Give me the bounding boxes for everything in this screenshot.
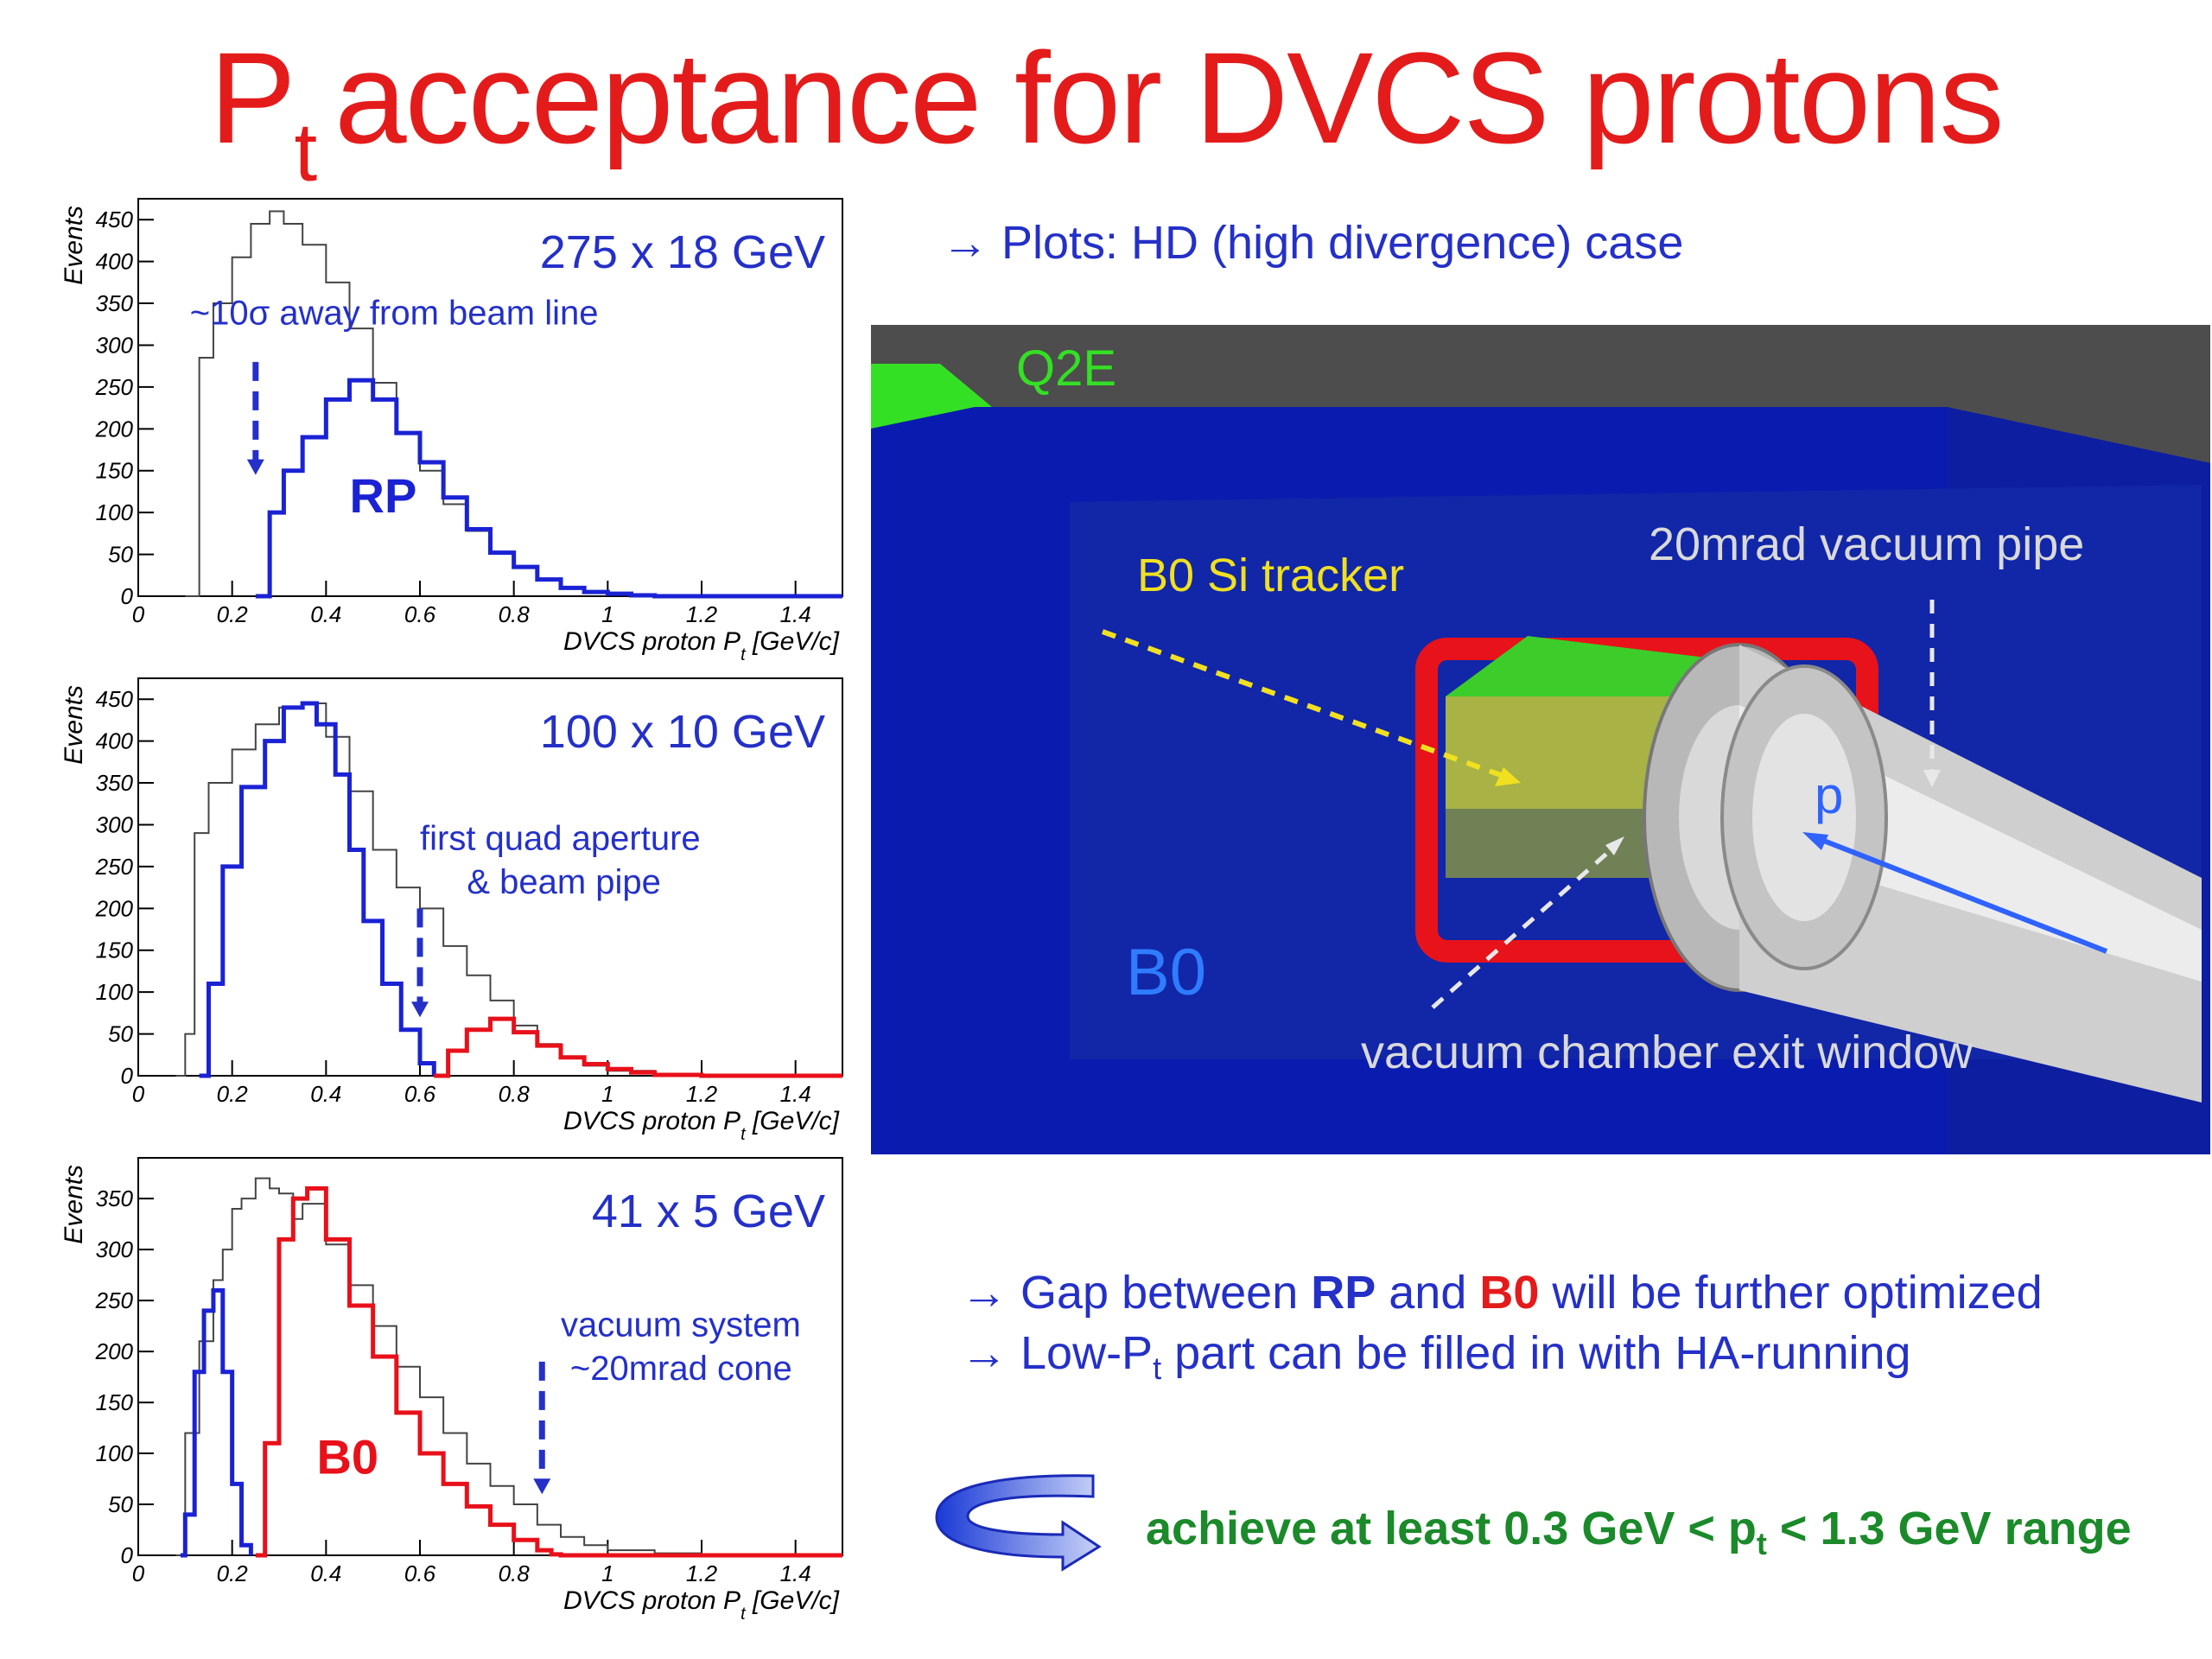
y-tick-label: 0: [121, 1542, 134, 1568]
label-vacuum-pipe: 20mrad vacuum pipe: [1649, 518, 2084, 570]
label-proton: p: [1815, 766, 1843, 824]
page-title: Pt acceptance for DVCS protons: [209, 25, 2004, 199]
y-tick-label: 50: [108, 1491, 133, 1517]
y-tick-label: 200: [95, 416, 134, 442]
y-tick-label: 100: [96, 1440, 134, 1466]
x-tick-label: 0: [132, 601, 145, 627]
x-tick-label: 0: [132, 1081, 145, 1107]
annotation: ~20mrad cone: [570, 1350, 792, 1388]
x-tick-label: 0.2: [217, 1560, 249, 1586]
y-tick-label: 200: [95, 895, 134, 921]
y-tick-label: 300: [96, 332, 134, 358]
label-exit-window: vacuum chamber exit window: [1361, 1027, 1974, 1078]
x-tick-label: 1: [601, 601, 613, 627]
y-axis-label: Events: [60, 685, 88, 765]
x-tick-label: 1.2: [686, 1081, 718, 1107]
y-tick-label: 400: [96, 728, 134, 754]
histogram-series: [175, 1177, 842, 1556]
x-tick-label: 0.8: [499, 601, 531, 627]
histogram-series: [255, 1185, 842, 1558]
y-tick-label: 450: [96, 686, 134, 712]
exit-window-pointer: [1431, 842, 1620, 1009]
y-tick-label: 250: [95, 1287, 134, 1313]
label-q2e: Q2E: [1016, 340, 1116, 397]
bullet-low-pt: → Low-Pt part can be filled in with HA-r…: [961, 1327, 1911, 1386]
x-tick-label: 1.4: [780, 601, 811, 627]
plot-frame: [137, 1157, 843, 1556]
y-tick-label: 250: [95, 374, 134, 400]
annotation: vacuum system: [561, 1306, 801, 1344]
plot-frame: [137, 677, 843, 1077]
annotation-arrowhead: [246, 459, 264, 475]
x-tick-label: 0.2: [217, 601, 249, 627]
x-tick-label: 0.4: [310, 1081, 341, 1107]
x-tick-label: 1.2: [686, 601, 718, 627]
detector-view: Q2E B0 Si tracker 20mrad vacuum pipe p B…: [871, 325, 2210, 1154]
y-tick-label: 0: [121, 583, 134, 609]
y-axis-label: Events: [60, 1165, 88, 1244]
y-tick-label: 50: [108, 1021, 133, 1047]
x-tick-label: 0.4: [310, 1560, 341, 1586]
panel-title: 41 x 5 GeV: [592, 1185, 825, 1237]
label-si-tracker: B0 Si tracker: [1137, 550, 1404, 601]
x-tick-label: 0.8: [499, 1081, 531, 1107]
annotation: & beam pipe: [467, 863, 661, 901]
y-tick-label: 300: [96, 1236, 134, 1262]
annotation: first quad aperture: [420, 820, 701, 858]
y-tick-label: 150: [96, 938, 134, 963]
x-tick-label: 0.4: [310, 601, 341, 627]
annotation-arrowhead: [533, 1478, 551, 1495]
histogram-panel-275x18: 0 50 100 150 200 250 300 350 400 450 0 0.2 0.4 0.6 0.8…: [60, 198, 843, 664]
x-tick-label: 0.6: [404, 1081, 436, 1107]
y-tick-label: 450: [96, 207, 134, 232]
panel-title: 275 x 18 GeV: [540, 226, 825, 278]
x-tick-label: 1.4: [780, 1560, 811, 1586]
x-tick-label: 1.2: [686, 1560, 718, 1586]
y-tick-label: 350: [96, 770, 134, 796]
histogram-series: [199, 701, 436, 1078]
y-tick-label: 250: [95, 854, 134, 880]
y-tick-label: 150: [96, 1389, 134, 1415]
y-tick-label: 50: [108, 542, 133, 568]
x-tick-label: 0.2: [217, 1081, 249, 1107]
x-axis-label: DVCS proton Pt [GeV/c]: [563, 1586, 840, 1624]
goal-statement: achieve at least 0.3 GeV < pt < 1.3 GeV …: [1146, 1503, 2132, 1561]
histogram-panel-41x5: 0 50 100 150 200 250 300 350 0 0.2 0.4 0.6 0.8 1 1.2 1.…: [60, 1157, 843, 1624]
x-tick-label: 0: [132, 1560, 145, 1586]
x-tick-label: 0.8: [499, 1560, 531, 1586]
label-b0-magnet: B0: [1126, 936, 1206, 1009]
histogram-panel-100x10: 0 50 100 150 200 250 300 350 400 450 0 0.2 0.4 0.6 0.8…: [60, 677, 843, 1144]
annotation: B0: [316, 1430, 378, 1484]
histogram-series: [255, 378, 842, 599]
y-tick-label: 200: [95, 1338, 134, 1364]
x-tick-label: 1: [601, 1081, 613, 1107]
x-tick-label: 1: [601, 1560, 613, 1586]
y-tick-label: 100: [96, 979, 134, 1005]
y-tick-label: 150: [96, 458, 134, 484]
y-tick-label: 350: [96, 1185, 134, 1211]
y-tick-label: 400: [96, 249, 134, 275]
annotation-arrowhead: [411, 1001, 429, 1018]
proton-direction-arrow: [1811, 834, 2108, 954]
x-tick-label: 0.6: [404, 1560, 436, 1586]
x-tick-label: 0.6: [404, 601, 436, 627]
x-axis-label: DVCS proton Pt [GeV/c]: [563, 1107, 840, 1144]
curved-arrow-icon: [935, 1474, 1102, 1572]
y-tick-label: 350: [96, 290, 134, 316]
y-axis-label: Events: [60, 206, 88, 285]
annotation: RP: [350, 468, 417, 523]
annotation: ~10σ away from beam line: [190, 294, 599, 332]
panel-title: 100 x 10 GeV: [540, 706, 825, 758]
histogram-series: [180, 1287, 253, 1558]
y-tick-label: 100: [96, 499, 134, 525]
note-hd-case: → Plots: HD (high divergence) case: [942, 217, 1684, 269]
bullet-gap: → Gap between RP and B0 will be further …: [961, 1267, 2043, 1319]
histogram-series: [434, 1016, 842, 1078]
x-tick-label: 1.4: [780, 1081, 811, 1107]
plot-frame: [137, 198, 843, 597]
y-tick-label: 0: [121, 1063, 134, 1089]
y-tick-label: 300: [96, 811, 134, 837]
x-axis-label: DVCS proton Pt [GeV/c]: [563, 627, 840, 664]
